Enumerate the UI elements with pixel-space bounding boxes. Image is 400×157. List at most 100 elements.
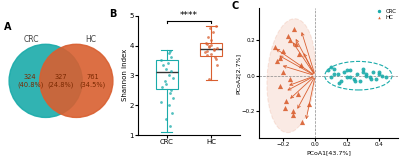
Point [283, 99, 290, 102]
Point [203, 50, 210, 52]
Point [354, 73, 360, 75]
Point [280, 71, 286, 73]
Point [272, 46, 278, 48]
Point [344, 69, 350, 72]
Point [160, 64, 166, 66]
Point [166, 104, 173, 106]
Point [277, 85, 283, 88]
Point [212, 56, 218, 58]
Point [336, 82, 342, 84]
Point [168, 111, 175, 114]
Point [170, 96, 176, 99]
Point [290, 114, 296, 116]
Point [168, 56, 174, 59]
Point [208, 53, 214, 55]
Point [338, 80, 344, 82]
Point [347, 76, 354, 79]
Point [331, 67, 338, 70]
Point [286, 39, 293, 41]
Point [163, 68, 169, 71]
Text: C: C [231, 1, 239, 11]
Point [202, 51, 208, 53]
Ellipse shape [267, 19, 316, 133]
Point [344, 76, 350, 79]
Point [158, 59, 164, 62]
Point [207, 27, 214, 30]
X-axis label: PCoA1[43.7%]: PCoA1[43.7%] [306, 150, 351, 155]
Circle shape [9, 44, 82, 117]
Point [306, 103, 312, 106]
Point [168, 89, 174, 92]
Point [296, 53, 302, 56]
Point [164, 62, 171, 65]
Point [162, 80, 168, 83]
Point [366, 76, 373, 79]
Point [382, 76, 389, 79]
Point [167, 50, 174, 53]
Point [298, 64, 304, 66]
Point [203, 41, 210, 44]
Point [167, 125, 174, 127]
Point [208, 44, 214, 46]
Point [376, 71, 382, 73]
Point [368, 78, 374, 81]
Text: A: A [4, 22, 12, 32]
Y-axis label: PCoA2[2.7%]: PCoA2[2.7%] [235, 52, 240, 94]
Point [334, 73, 341, 75]
Circle shape [40, 44, 113, 117]
Y-axis label: Shannon index: Shannon index [122, 49, 128, 101]
Point [282, 107, 288, 109]
Text: CRC: CRC [24, 35, 39, 44]
Point [360, 71, 366, 73]
Text: 761
(34.5%): 761 (34.5%) [80, 74, 106, 88]
PathPatch shape [200, 43, 222, 56]
Point [206, 78, 212, 80]
Point [286, 78, 293, 81]
Point [299, 121, 306, 123]
Point [277, 57, 283, 59]
Point [293, 42, 299, 45]
Point [291, 28, 298, 30]
Point [290, 110, 296, 113]
Point [328, 76, 334, 79]
Point [341, 71, 347, 73]
Point [363, 74, 370, 77]
Point [347, 69, 354, 72]
Point [285, 35, 291, 38]
Point [363, 73, 370, 75]
Point [169, 77, 176, 80]
Text: B: B [110, 8, 117, 19]
Point [159, 86, 165, 89]
Text: HC: HC [85, 35, 96, 44]
Point [328, 65, 334, 68]
Point [274, 60, 280, 63]
PathPatch shape [156, 60, 178, 89]
Point [376, 73, 382, 75]
Point [208, 39, 214, 41]
Text: ****: **** [180, 11, 198, 20]
Point [350, 78, 357, 81]
Point [206, 46, 212, 48]
Point [163, 117, 169, 120]
Point [373, 78, 379, 81]
Point [211, 47, 218, 50]
Point [214, 64, 221, 66]
Point [204, 54, 210, 56]
Point [379, 74, 386, 77]
Point [210, 31, 217, 33]
Point [352, 80, 358, 82]
Legend: CRC, HC: CRC, HC [373, 8, 397, 20]
Point [204, 43, 210, 45]
Point [168, 70, 174, 72]
Point [165, 52, 172, 54]
Point [166, 74, 172, 77]
Point [163, 83, 169, 86]
Point [294, 92, 301, 95]
Point [204, 36, 211, 38]
Point [357, 80, 363, 82]
Point [325, 69, 331, 72]
Text: 327
(24.8%): 327 (24.8%) [48, 74, 74, 88]
Point [210, 49, 217, 51]
Point [206, 45, 213, 47]
Point [360, 67, 366, 70]
